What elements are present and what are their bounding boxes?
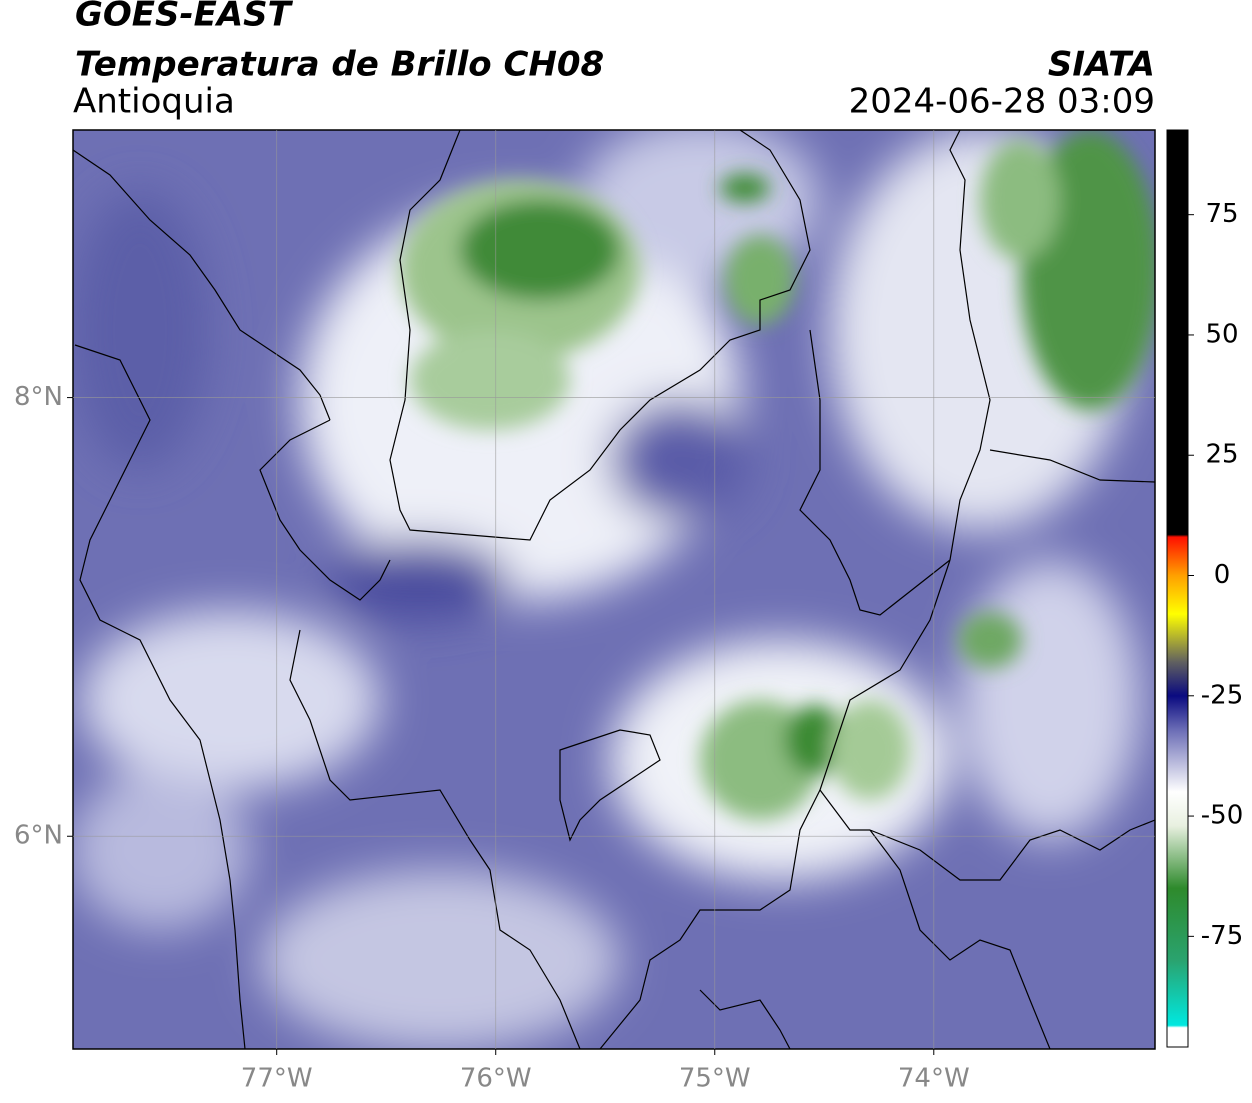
colorbar-tick-label: -50 [1201,801,1243,831]
subtitle: Temperatura de Brillo CH08 [75,45,604,85]
map-imagery [73,130,1155,1049]
region: Antioquia [73,82,235,122]
y-tick-label: 6°N [14,821,63,851]
colorbar-tick-label: 25 [1205,440,1238,470]
colorbar-tick-label: 0 [1214,560,1231,590]
x-tick-label: 76°W [460,1064,532,1094]
colorbar-tick-label: -75 [1201,921,1243,951]
colorbar-tick-label: -25 [1201,680,1243,710]
colorbar-tick-label: 50 [1205,319,1238,349]
graticule: 77°W 76°W 75°W 74°W 6°N 8°N [14,130,1155,1094]
title: GOES-EAST [75,0,294,35]
source: SIATA [1048,45,1155,85]
y-tick-label: 8°N [14,382,63,412]
boundaries [73,130,1155,1049]
x-tick-label: 77°W [241,1064,313,1094]
colorbar-tick-label: 75 [1205,199,1238,229]
x-tick-label: 74°W [898,1064,970,1094]
x-tick-label: 75°W [679,1064,751,1094]
cold-cloud-tops [400,130,1155,820]
colorbar [1166,129,1189,1048]
timestamp: 2024-06-28 03:09 [849,82,1155,122]
map-frame [72,129,1156,1050]
